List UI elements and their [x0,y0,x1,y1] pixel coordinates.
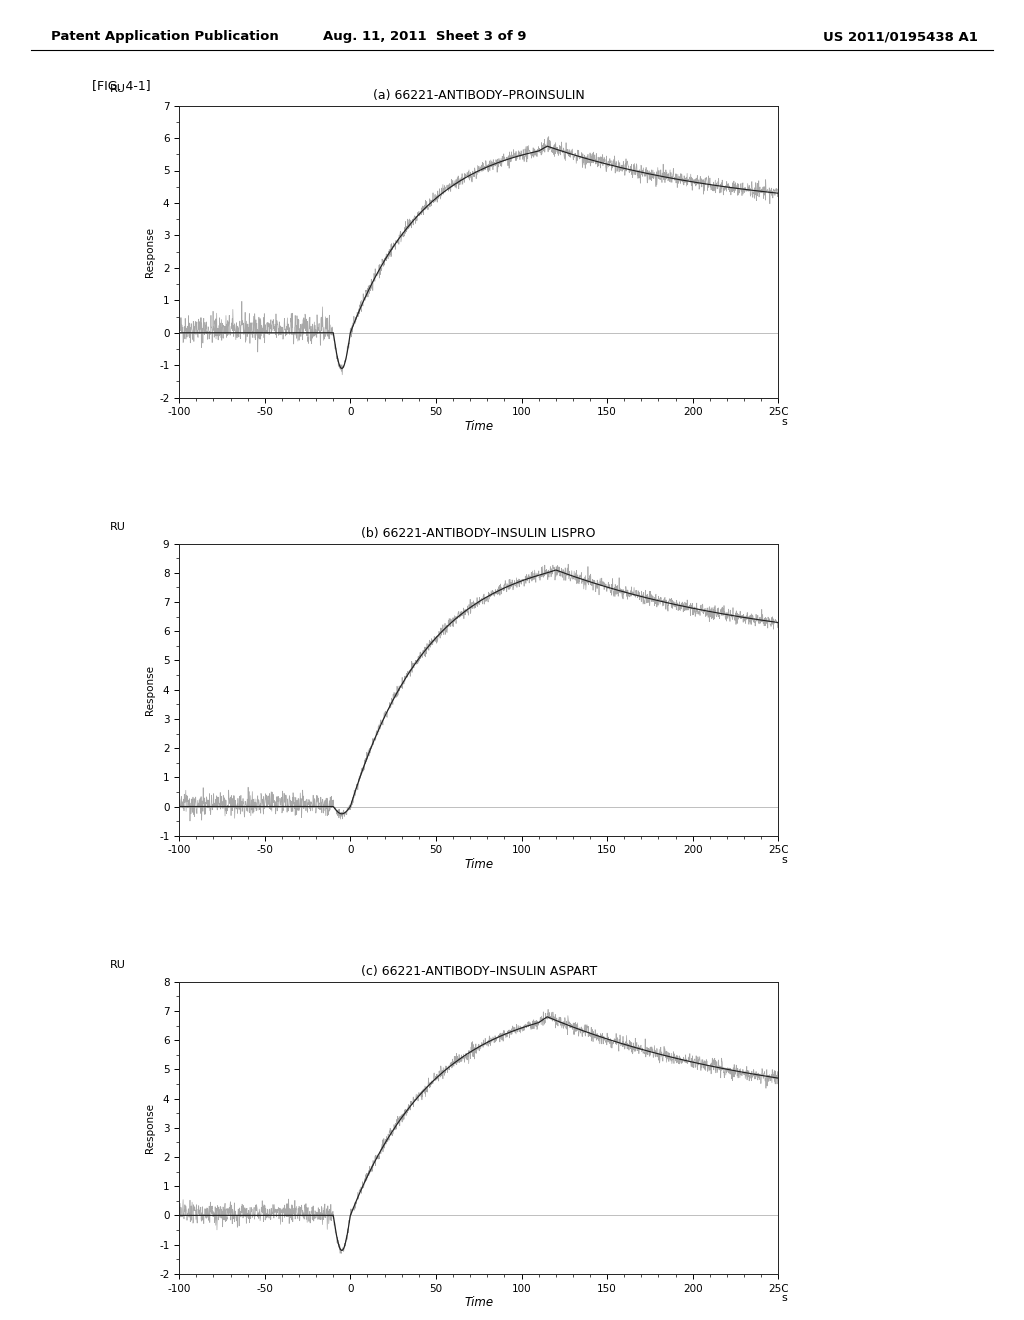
Title: (b) 66221-ANTIBODY–INSULIN LISPRO: (b) 66221-ANTIBODY–INSULIN LISPRO [361,527,596,540]
Text: US 2011/0195438 A1: US 2011/0195438 A1 [823,30,978,44]
Text: Aug. 11, 2011  Sheet 3 of 9: Aug. 11, 2011 Sheet 3 of 9 [324,30,526,44]
Y-axis label: Response: Response [145,227,155,277]
Y-axis label: Response: Response [145,665,155,714]
Title: (c) 66221-ANTIBODY–INSULIN ASPART: (c) 66221-ANTIBODY–INSULIN ASPART [360,965,597,978]
X-axis label: Time: Time [464,420,494,433]
Text: s: s [781,417,787,426]
Text: s: s [781,1292,787,1303]
X-axis label: Time: Time [464,1296,494,1309]
Text: RU: RU [111,84,126,94]
Text: s: s [781,855,787,865]
Text: RU: RU [111,960,126,970]
X-axis label: Time: Time [464,858,494,871]
Y-axis label: Response: Response [145,1102,155,1152]
Text: Patent Application Publication: Patent Application Publication [51,30,279,44]
Title: (a) 66221-ANTIBODY–PROINSULIN: (a) 66221-ANTIBODY–PROINSULIN [373,88,585,102]
Text: RU: RU [111,521,126,532]
Text: [FIG. 4-1]: [FIG. 4-1] [92,79,151,92]
